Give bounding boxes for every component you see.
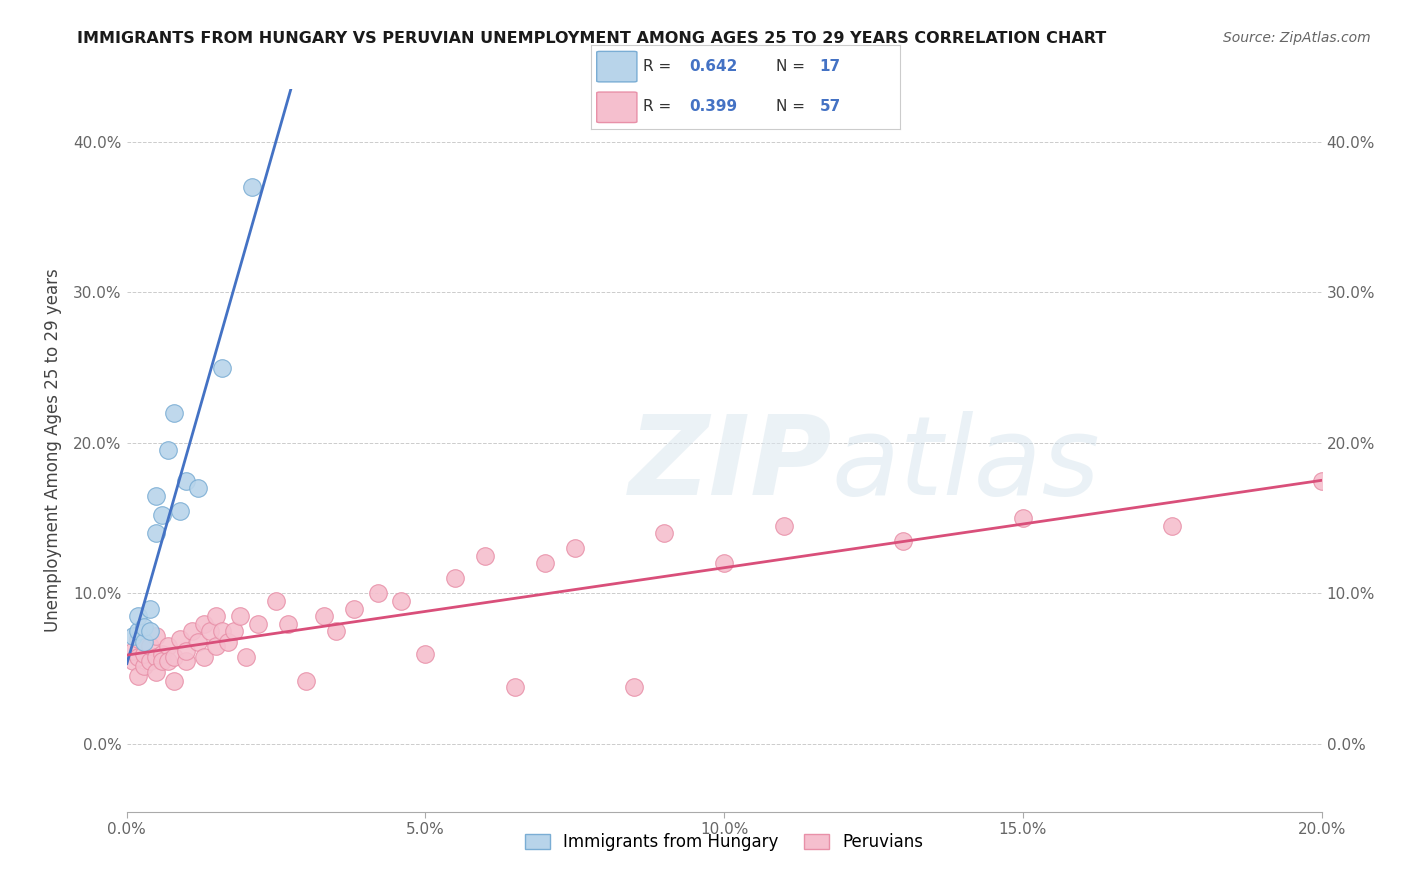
Point xyxy=(127,632,149,646)
Point xyxy=(277,616,299,631)
Point xyxy=(217,634,239,648)
Point xyxy=(211,360,233,375)
Point xyxy=(134,634,156,648)
Point xyxy=(187,634,209,648)
Point xyxy=(134,619,156,633)
Point xyxy=(1011,511,1033,525)
Point xyxy=(174,654,197,668)
Point xyxy=(127,624,149,639)
Point xyxy=(240,180,263,194)
Point xyxy=(145,526,167,541)
Text: atlas: atlas xyxy=(831,411,1101,518)
Point xyxy=(205,639,228,653)
FancyBboxPatch shape xyxy=(596,52,637,82)
Point xyxy=(134,647,156,661)
Point xyxy=(415,647,437,661)
Text: N =: N = xyxy=(776,99,810,114)
Point xyxy=(152,654,174,668)
Point xyxy=(235,649,257,664)
Point xyxy=(222,624,246,639)
Point xyxy=(181,624,204,639)
Point xyxy=(174,643,197,657)
Text: ZIP: ZIP xyxy=(628,411,832,518)
Y-axis label: Unemployment Among Ages 25 to 29 years: Unemployment Among Ages 25 to 29 years xyxy=(44,268,62,632)
Text: 0.399: 0.399 xyxy=(689,99,738,114)
Point xyxy=(169,632,191,646)
Point xyxy=(139,601,162,615)
Point xyxy=(247,616,270,631)
Point xyxy=(187,481,209,495)
Point xyxy=(157,639,180,653)
Point xyxy=(127,609,149,624)
Point xyxy=(1310,474,1333,488)
Point xyxy=(145,629,167,643)
Text: 0.642: 0.642 xyxy=(689,59,738,74)
Point xyxy=(174,474,197,488)
Point xyxy=(139,639,162,653)
Point xyxy=(205,609,228,624)
Point xyxy=(169,503,191,517)
Point xyxy=(157,654,180,668)
Point xyxy=(145,489,167,503)
Text: Source: ZipAtlas.com: Source: ZipAtlas.com xyxy=(1223,31,1371,45)
Point xyxy=(157,443,180,458)
Point xyxy=(211,624,233,639)
Point xyxy=(773,518,796,533)
Point xyxy=(325,624,347,639)
Text: 17: 17 xyxy=(820,59,841,74)
Legend: Immigrants from Hungary, Peruvians: Immigrants from Hungary, Peruvians xyxy=(519,826,929,857)
Point xyxy=(564,541,586,556)
Text: IMMIGRANTS FROM HUNGARY VS PERUVIAN UNEMPLOYMENT AMONG AGES 25 TO 29 YEARS CORRE: IMMIGRANTS FROM HUNGARY VS PERUVIAN UNEM… xyxy=(77,31,1107,46)
Point xyxy=(152,508,174,523)
Point xyxy=(503,680,526,694)
Point xyxy=(893,533,915,548)
Point xyxy=(391,594,413,608)
FancyBboxPatch shape xyxy=(596,92,637,122)
Text: N =: N = xyxy=(776,59,810,74)
Point xyxy=(193,649,215,664)
Point xyxy=(264,594,287,608)
Point xyxy=(127,669,149,683)
Point xyxy=(145,665,167,679)
Point xyxy=(121,629,143,643)
Point xyxy=(121,654,143,668)
Text: R =: R = xyxy=(643,99,676,114)
Point xyxy=(200,624,222,639)
Point xyxy=(229,609,252,624)
Point xyxy=(121,643,143,657)
Point xyxy=(294,673,316,688)
Point xyxy=(652,526,675,541)
Point xyxy=(163,406,186,420)
Point xyxy=(623,680,645,694)
Point xyxy=(139,654,162,668)
Point xyxy=(163,673,186,688)
Text: 57: 57 xyxy=(820,99,841,114)
Point xyxy=(312,609,335,624)
Point xyxy=(1161,518,1184,533)
Point xyxy=(534,557,557,571)
Point xyxy=(193,616,215,631)
Point xyxy=(444,571,467,585)
Point xyxy=(127,649,149,664)
Point xyxy=(163,649,186,664)
Point xyxy=(139,624,162,639)
Text: R =: R = xyxy=(643,59,676,74)
Point xyxy=(152,647,174,661)
Point xyxy=(145,649,167,664)
Point xyxy=(134,658,156,673)
Point xyxy=(343,601,366,615)
Point xyxy=(366,586,388,600)
Point xyxy=(134,634,156,648)
Point xyxy=(713,557,735,571)
Point xyxy=(474,549,496,563)
